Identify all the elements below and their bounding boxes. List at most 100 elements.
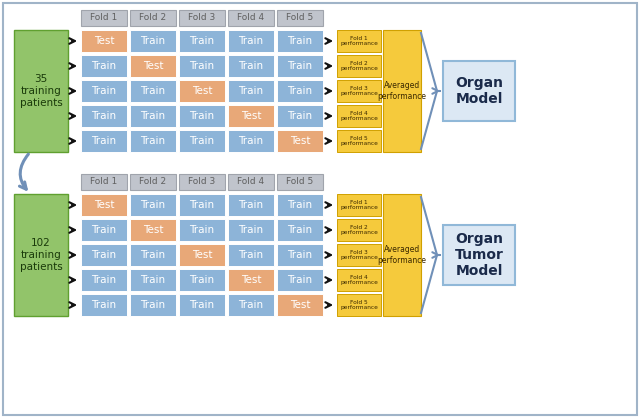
- Text: Organ
Tumor
Model: Organ Tumor Model: [454, 232, 504, 278]
- FancyBboxPatch shape: [228, 130, 274, 152]
- FancyBboxPatch shape: [81, 244, 127, 266]
- Text: Fold 4: Fold 4: [237, 13, 264, 23]
- FancyBboxPatch shape: [337, 55, 381, 77]
- Text: Test: Test: [192, 250, 212, 260]
- Text: Test: Test: [93, 200, 115, 210]
- FancyBboxPatch shape: [443, 61, 515, 121]
- FancyBboxPatch shape: [277, 55, 323, 77]
- FancyBboxPatch shape: [81, 10, 127, 26]
- Text: Train: Train: [189, 36, 214, 46]
- Text: Fold 2: Fold 2: [140, 178, 166, 186]
- Text: Test: Test: [143, 61, 163, 71]
- Text: Organ
Model: Organ Model: [455, 76, 503, 106]
- FancyBboxPatch shape: [228, 294, 274, 316]
- FancyBboxPatch shape: [337, 269, 381, 291]
- FancyBboxPatch shape: [228, 194, 274, 216]
- Text: Test: Test: [93, 36, 115, 46]
- Text: Train: Train: [140, 86, 166, 96]
- Text: Test: Test: [241, 275, 261, 285]
- Text: Train: Train: [92, 136, 116, 146]
- Text: Fold 1
performance: Fold 1 performance: [340, 200, 378, 210]
- FancyBboxPatch shape: [81, 130, 127, 152]
- Text: Train: Train: [189, 111, 214, 121]
- FancyBboxPatch shape: [228, 219, 274, 241]
- Text: Train: Train: [189, 225, 214, 235]
- Text: 35
training
patients: 35 training patients: [20, 74, 62, 107]
- FancyBboxPatch shape: [81, 30, 127, 52]
- FancyBboxPatch shape: [228, 269, 274, 291]
- Text: Test: Test: [290, 300, 310, 310]
- FancyBboxPatch shape: [130, 30, 176, 52]
- Text: Train: Train: [92, 300, 116, 310]
- Text: Train: Train: [239, 200, 264, 210]
- Text: Train: Train: [140, 136, 166, 146]
- FancyBboxPatch shape: [81, 219, 127, 241]
- FancyBboxPatch shape: [130, 294, 176, 316]
- FancyBboxPatch shape: [179, 55, 225, 77]
- FancyBboxPatch shape: [277, 10, 323, 26]
- FancyBboxPatch shape: [337, 244, 381, 266]
- FancyBboxPatch shape: [228, 55, 274, 77]
- Text: Fold 3: Fold 3: [188, 13, 216, 23]
- Text: Fold 5: Fold 5: [286, 13, 314, 23]
- Text: Test: Test: [192, 86, 212, 96]
- FancyBboxPatch shape: [179, 10, 225, 26]
- FancyBboxPatch shape: [277, 269, 323, 291]
- Text: Train: Train: [287, 36, 312, 46]
- Text: Train: Train: [287, 200, 312, 210]
- FancyBboxPatch shape: [228, 30, 274, 52]
- Text: Train: Train: [92, 111, 116, 121]
- FancyBboxPatch shape: [228, 80, 274, 102]
- Text: Train: Train: [189, 61, 214, 71]
- Text: Train: Train: [239, 300, 264, 310]
- Text: Fold 4: Fold 4: [237, 178, 264, 186]
- FancyBboxPatch shape: [277, 219, 323, 241]
- FancyBboxPatch shape: [130, 55, 176, 77]
- Text: 102
training
patients: 102 training patients: [20, 238, 62, 272]
- Text: Fold 1: Fold 1: [90, 178, 118, 186]
- FancyBboxPatch shape: [337, 294, 381, 316]
- FancyBboxPatch shape: [337, 30, 381, 52]
- FancyBboxPatch shape: [179, 269, 225, 291]
- FancyBboxPatch shape: [383, 194, 421, 316]
- Text: Fold 1: Fold 1: [90, 13, 118, 23]
- Text: Averaged
performance: Averaged performance: [378, 245, 426, 265]
- FancyBboxPatch shape: [81, 269, 127, 291]
- FancyBboxPatch shape: [228, 174, 274, 190]
- Text: Train: Train: [287, 275, 312, 285]
- Text: Train: Train: [287, 225, 312, 235]
- Text: Fold 3
performance: Fold 3 performance: [340, 86, 378, 97]
- FancyBboxPatch shape: [81, 80, 127, 102]
- Text: Train: Train: [140, 300, 166, 310]
- FancyBboxPatch shape: [81, 174, 127, 190]
- Text: Fold 3
performance: Fold 3 performance: [340, 250, 378, 260]
- Text: Train: Train: [140, 200, 166, 210]
- FancyBboxPatch shape: [179, 30, 225, 52]
- FancyBboxPatch shape: [337, 194, 381, 216]
- FancyBboxPatch shape: [228, 10, 274, 26]
- FancyBboxPatch shape: [130, 10, 176, 26]
- FancyBboxPatch shape: [277, 105, 323, 127]
- FancyBboxPatch shape: [14, 194, 68, 316]
- FancyBboxPatch shape: [228, 105, 274, 127]
- FancyBboxPatch shape: [277, 30, 323, 52]
- FancyBboxPatch shape: [443, 225, 515, 285]
- FancyBboxPatch shape: [130, 174, 176, 190]
- Text: Train: Train: [189, 136, 214, 146]
- Text: Train: Train: [189, 300, 214, 310]
- FancyBboxPatch shape: [337, 105, 381, 127]
- Text: Fold 4
performance: Fold 4 performance: [340, 275, 378, 285]
- FancyBboxPatch shape: [81, 55, 127, 77]
- FancyBboxPatch shape: [383, 30, 421, 152]
- FancyBboxPatch shape: [130, 80, 176, 102]
- FancyBboxPatch shape: [337, 219, 381, 241]
- Text: Train: Train: [189, 200, 214, 210]
- Text: Train: Train: [140, 111, 166, 121]
- Text: Fold 2
performance: Fold 2 performance: [340, 224, 378, 235]
- FancyBboxPatch shape: [179, 294, 225, 316]
- Text: Train: Train: [239, 250, 264, 260]
- Text: Fold 3: Fold 3: [188, 178, 216, 186]
- Text: Train: Train: [287, 61, 312, 71]
- Text: Train: Train: [239, 136, 264, 146]
- FancyBboxPatch shape: [130, 219, 176, 241]
